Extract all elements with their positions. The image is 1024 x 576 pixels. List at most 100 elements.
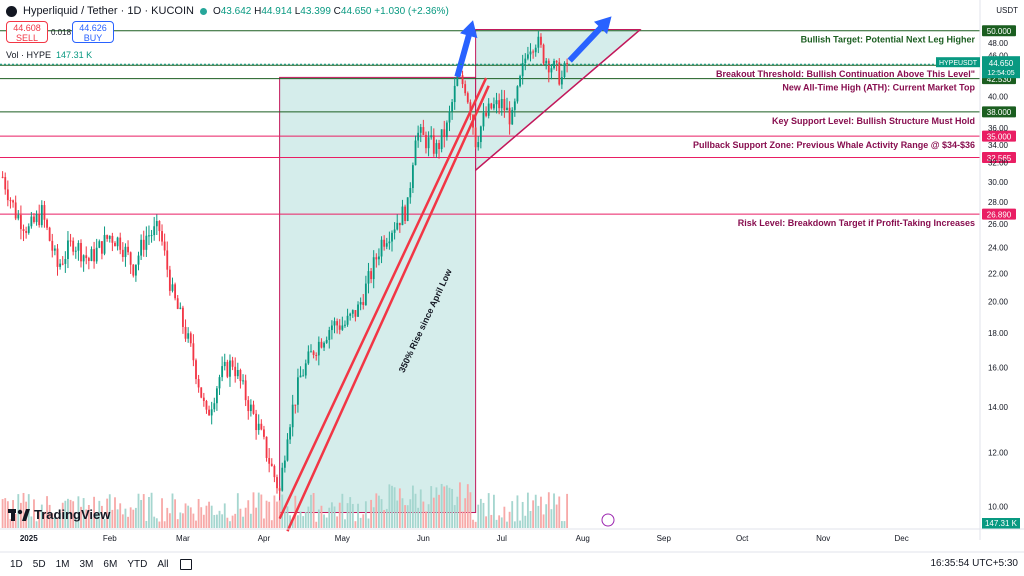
volume-bar-38 [101, 505, 103, 528]
volume-bar-79 [208, 501, 210, 528]
candle-body-199 [521, 63, 524, 77]
volume-bar-98 [257, 492, 260, 528]
candle-body-32 [85, 255, 88, 259]
candle-body-59 [155, 221, 158, 227]
volume-bar-109 [286, 506, 289, 528]
candle-body-83 [218, 377, 221, 389]
last-price-symbol: HYPEUSDT [939, 60, 978, 67]
volume-bar-55 [145, 520, 148, 528]
volume-bar-176 [461, 511, 464, 528]
sell-button[interactable]: 44.608 SELL [6, 21, 48, 43]
volume-bar-103 [270, 520, 273, 528]
volume-bar-82 [215, 514, 218, 528]
candle-body-185 [485, 112, 487, 116]
volume-bar-192 [503, 506, 506, 528]
candle-body-166 [435, 143, 438, 154]
candle-body-210 [550, 68, 553, 73]
candle-body-65 [171, 284, 174, 291]
candle-body-209 [547, 60, 550, 73]
timeframe-1m[interactable]: 1M [55, 559, 70, 570]
volume-bar-94 [247, 500, 250, 528]
clock-readout[interactable]: 16:35:54 UTC+5:30 [930, 558, 1018, 569]
volume-bar-137 [359, 517, 362, 528]
candle-body-142 [372, 257, 375, 280]
buy-button[interactable]: 44.626 BUY [72, 21, 114, 43]
currency-label[interactable]: USDT [996, 6, 1018, 15]
candle-body-107 [281, 467, 284, 491]
volume-bar-153 [401, 498, 404, 528]
level-annotation-3: Key Support Level: Bullish Structure Mus… [772, 116, 975, 126]
candle-body-30 [80, 242, 82, 262]
candle-body-7 [19, 215, 22, 230]
volume-bar-41 [108, 494, 111, 528]
volume-bar-171 [448, 487, 451, 528]
candle-body-184 [482, 112, 485, 127]
volume-bar-1 [4, 498, 7, 528]
volume-bar-34 [90, 516, 93, 528]
timeframe-6m[interactable]: 6M [103, 559, 118, 570]
candle-body-203 [532, 51, 535, 53]
x-tick-1: Feb [103, 534, 117, 543]
volume-bar-124 [325, 517, 328, 528]
candle-body-173 [453, 85, 456, 103]
volume-bar-56 [148, 497, 150, 528]
volume-bar-149 [391, 485, 393, 528]
tradingview-logo[interactable]: TradingView [8, 507, 110, 522]
volume-bar-0 [1, 499, 4, 528]
volume-bar-40 [106, 498, 109, 528]
timeframe-5d[interactable]: 5D [32, 559, 46, 570]
volume-bar-165 [432, 497, 435, 528]
volume-bar-60 [158, 521, 161, 528]
volume-bar-99 [260, 494, 263, 528]
timeframe-3m[interactable]: 3M [79, 559, 94, 570]
candle-body-108 [283, 460, 286, 468]
candle-body-211 [553, 60, 555, 69]
candle-body-89 [234, 366, 237, 377]
candle-body-123 [323, 342, 325, 348]
candle-body-126 [330, 325, 333, 331]
volume-bar-84 [221, 514, 224, 528]
candle-body-104 [273, 466, 276, 478]
volume-bar-121 [317, 509, 320, 528]
x-tick-7: Aug [576, 534, 590, 543]
candle-body-132 [346, 315, 349, 325]
volume-bar-21 [56, 517, 59, 528]
timeframe-1d[interactable]: 1D [10, 559, 23, 570]
calendar-icon[interactable] [180, 559, 193, 570]
volume-bar-162 [425, 511, 427, 528]
y-tick-8: 26.00 [988, 220, 1009, 229]
chart-header: Hyperliquid / Tether · 1D · KUCOIN O43.6… [6, 3, 449, 19]
candle-body-93 [244, 380, 247, 401]
candle-body-15 [40, 205, 43, 226]
candle-body-103 [270, 463, 273, 467]
timeframe-all[interactable]: All [157, 559, 169, 570]
volume-bar-39 [103, 519, 106, 528]
candle-body-63 [166, 250, 169, 270]
volume-bar-181 [474, 521, 477, 528]
volume-bar-130 [341, 493, 344, 528]
volume-bar-32 [85, 509, 88, 528]
volume-bar-164 [430, 486, 433, 528]
timeframe-ytd[interactable]: YTD [127, 559, 148, 570]
volume-bar-135 [354, 521, 357, 528]
symbol-title[interactable]: Hyperliquid / Tether · 1D · KUCOIN [23, 5, 194, 17]
candle-body-21 [56, 248, 59, 267]
volume-bar-117 [307, 506, 310, 528]
bottom-toolbar: 1D 5D 1M 3M 6M YTD All 16:35:54 UTC+5:30 [0, 553, 1024, 576]
candle-body-25 [67, 240, 69, 260]
volume-bar-63 [166, 507, 169, 528]
candle-body-145 [380, 239, 383, 257]
candle-body-213 [558, 62, 561, 85]
trend-line-2 [475, 28, 641, 171]
volume-bar-92 [242, 516, 244, 528]
tradingview-mark-icon [8, 508, 30, 521]
candle-body-56 [148, 235, 150, 237]
candle-body-149 [391, 232, 393, 242]
candle-body-38 [101, 241, 103, 254]
candle-body-160 [419, 127, 422, 133]
candle-body-47 [124, 246, 127, 258]
volume-bar-126 [330, 502, 333, 528]
volume-value: 147.31 K [56, 50, 93, 60]
last-price-countdown: 12:54:05 [987, 70, 1014, 77]
